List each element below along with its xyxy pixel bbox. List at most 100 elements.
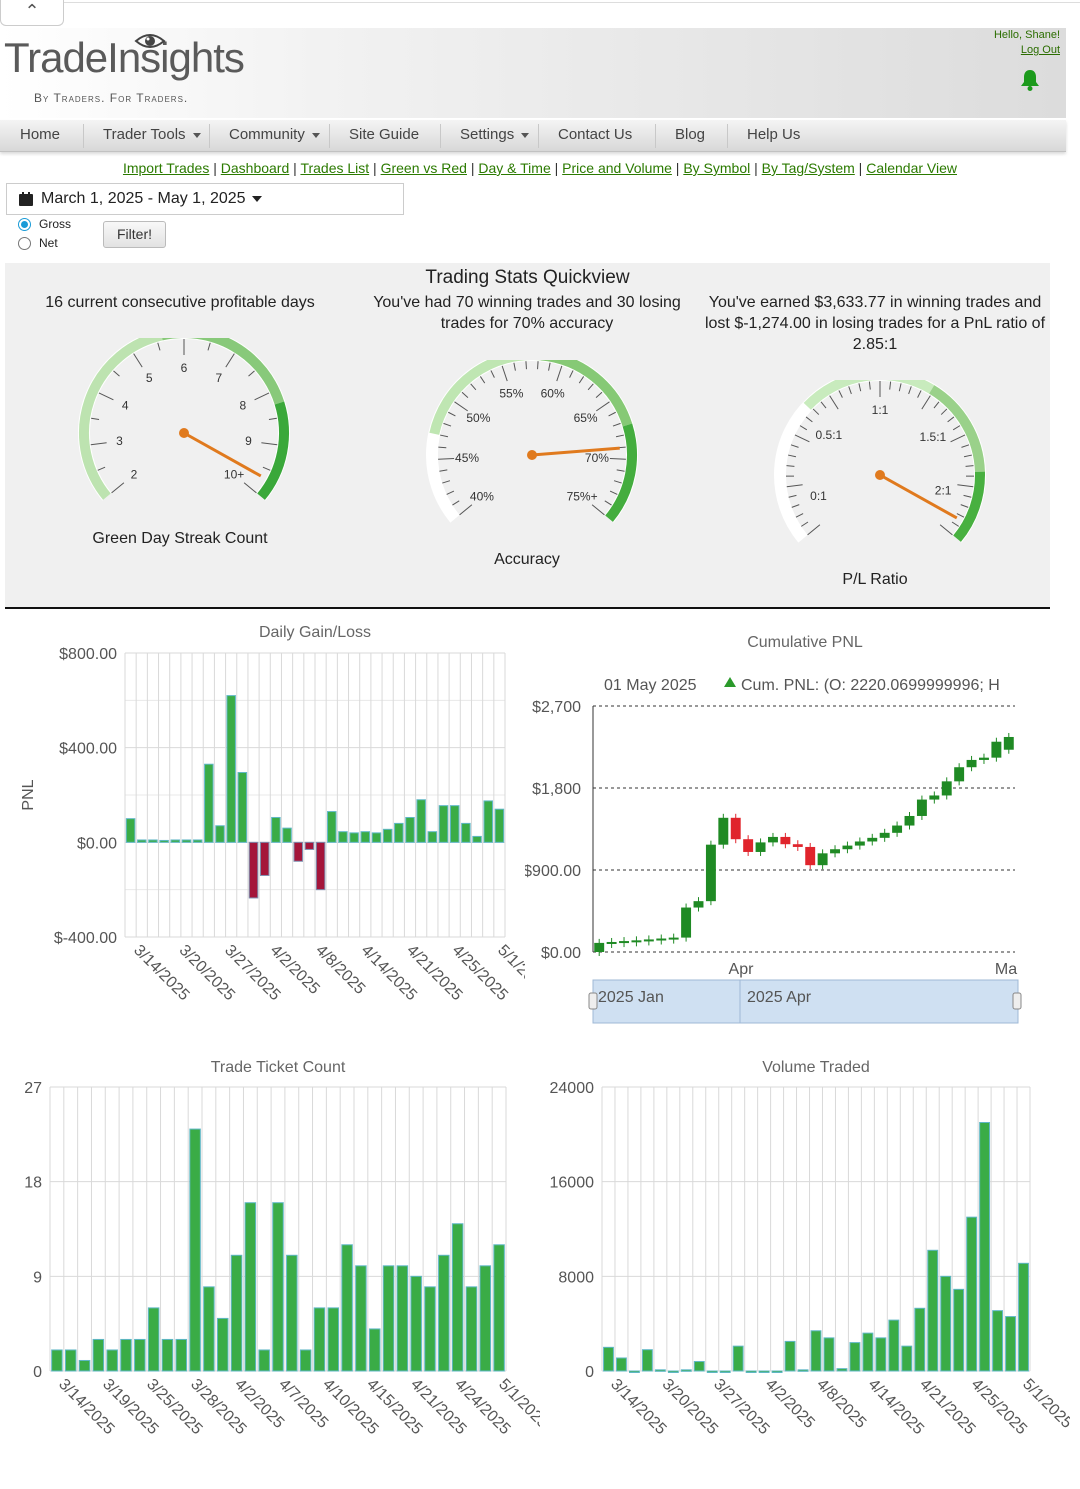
gauge-tick-label: 60% <box>541 386 565 400</box>
accuracy-gauge: 40% 45% 50% 55% 60% 65% 70% 75%+ <box>426 360 638 523</box>
gauge-tick <box>438 457 455 460</box>
gain-bar <box>78 1359 91 1372</box>
gauge-tick <box>963 454 972 458</box>
gain-bar <box>641 1349 653 1372</box>
gain-bar <box>341 1244 353 1372</box>
top-divider <box>64 2 1080 3</box>
nav-help-us[interactable]: Help Us <box>747 120 800 152</box>
gauge-tick <box>791 504 800 508</box>
gauge-needle <box>879 473 958 520</box>
nav-trader-tools[interactable]: Trader Tools <box>103 120 201 152</box>
date-range-picker[interactable]: March 1, 2025 - May 1, 2025 <box>6 183 404 215</box>
chart-title: Daily Gain/Loss <box>259 624 371 641</box>
filter-button[interactable]: Filter! <box>103 221 166 248</box>
gauge-needle-hub <box>527 450 537 460</box>
gauge-tick <box>963 494 972 498</box>
up-candle <box>1003 736 1014 750</box>
gain-bar <box>382 1265 395 1372</box>
up-candle <box>681 907 692 938</box>
gauge-tick <box>786 484 803 488</box>
nav-settings[interactable]: Settings <box>460 120 530 152</box>
nav-separator <box>440 124 441 148</box>
gain-bar <box>313 1307 326 1372</box>
notification-bell-icon[interactable] <box>1018 68 1042 92</box>
gauge-tick <box>248 370 255 377</box>
link-separator: | <box>854 160 867 176</box>
date-range-value: March 1, 2025 - May 1, 2025 <box>41 190 246 207</box>
x-tick-label: Apr <box>729 961 755 978</box>
gain-bar <box>175 1338 188 1372</box>
gauge-tick <box>537 361 539 370</box>
collapse-header-button[interactable]: ⌃ <box>0 0 64 26</box>
nav-contact-us[interactable]: Contact Us <box>558 120 632 152</box>
loss-bar <box>315 841 326 891</box>
nav-blog[interactable]: Blog <box>675 120 705 152</box>
gauge-tick <box>133 353 143 368</box>
site-tagline: By Traders. For Traders. <box>34 91 189 105</box>
gauge-band <box>429 360 541 435</box>
gauge-band <box>540 360 633 427</box>
subnav-link-trades-list[interactable]: Trades List <box>300 160 370 176</box>
nav-separator <box>727 124 728 148</box>
gauge-tick <box>98 392 114 401</box>
link-separator: | <box>671 160 684 176</box>
gain-bar <box>396 1265 409 1372</box>
gauge-tick-label: 10+ <box>224 467 244 481</box>
gain-bar <box>472 835 482 843</box>
gauge-tick <box>608 411 616 417</box>
gauge-tick <box>438 446 447 449</box>
nav-separator <box>655 124 656 148</box>
gauge-tick <box>794 434 810 443</box>
subnav-link-calendar-view[interactable]: Calendar View <box>866 160 958 176</box>
gauge-tick <box>812 408 820 415</box>
subnav-link-day-time[interactable]: Day & Time <box>478 160 551 176</box>
net-radio[interactable] <box>18 237 31 250</box>
gauge-tick <box>960 504 969 508</box>
gain-bar <box>693 1361 705 1372</box>
gain-bar <box>349 832 359 843</box>
nav-home[interactable]: Home <box>20 120 60 152</box>
gain-bar <box>616 1357 627 1372</box>
user-greeting: Hello, Shane! <box>993 29 1060 41</box>
subnav-link-green-vs-red[interactable]: Green vs Red <box>380 160 467 176</box>
gauge-tick <box>868 381 871 390</box>
gain-bar <box>427 831 438 843</box>
y-tick-label: 16000 <box>550 1175 595 1192</box>
gain-bar <box>137 839 147 843</box>
gain-bar <box>230 1254 243 1372</box>
up-candle <box>668 937 679 940</box>
gauge-tick <box>262 466 271 471</box>
up-candle <box>656 938 667 941</box>
gauge-tick-label: 8 <box>239 398 246 412</box>
gauge-tick <box>838 390 843 398</box>
gain-bar <box>125 818 136 843</box>
up-candle <box>830 849 840 854</box>
gain-bar <box>215 825 225 843</box>
gauge-tick-label: 40% <box>470 489 494 503</box>
link-separator: | <box>289 160 301 176</box>
nav-site-guide[interactable]: Site Guide <box>349 120 419 152</box>
site-logo[interactable]: TradeInsights <box>4 34 245 82</box>
gauge-tick <box>90 442 107 446</box>
link-separator: | <box>466 160 479 176</box>
logout-link[interactable]: Log Out <box>1020 44 1060 56</box>
subnav-link-import-trades[interactable]: Import Trades <box>122 160 210 176</box>
subnav-link-by-tag-system[interactable]: By Tag/System <box>761 160 855 176</box>
navigator-label: 2025 Apr <box>747 989 812 1006</box>
subnav-link-by-symbol[interactable]: By Symbol <box>683 160 751 176</box>
subnav-link-price-and-volume[interactable]: Price and Volume <box>562 160 672 176</box>
nav-separator <box>209 124 210 148</box>
gauge-tick <box>788 454 797 458</box>
gauge-tick-label: 7 <box>215 371 222 385</box>
gross-radio[interactable] <box>18 218 31 231</box>
up-candle <box>966 759 977 768</box>
gain-bar <box>706 1370 718 1373</box>
nav-community[interactable]: Community <box>229 120 320 152</box>
y-tick-label: $2,700 <box>532 699 581 716</box>
up-candle <box>643 939 654 942</box>
gauge-tick <box>596 401 610 412</box>
subnav-link-dashboard[interactable]: Dashboard <box>220 160 290 176</box>
gain-bar <box>461 822 471 843</box>
y-axis-label: PNL <box>20 779 37 810</box>
gain-bar <box>465 1286 478 1372</box>
